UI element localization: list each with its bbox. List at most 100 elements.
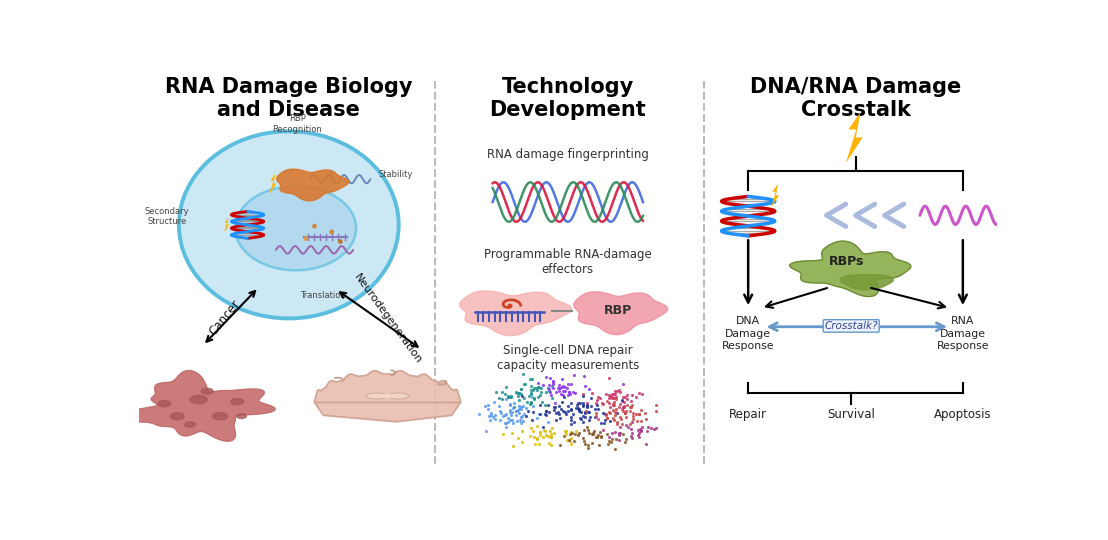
Point	[511, 389, 529, 397]
Point	[514, 437, 532, 446]
Point	[582, 413, 599, 422]
Point	[591, 441, 608, 449]
Point	[605, 415, 623, 424]
Point	[554, 391, 572, 400]
Point	[560, 391, 577, 400]
Point	[586, 404, 604, 413]
Point	[517, 412, 535, 421]
Point	[567, 403, 585, 412]
Point	[567, 427, 585, 435]
Polygon shape	[277, 169, 349, 201]
Point	[598, 430, 616, 438]
Point	[529, 393, 546, 402]
Point	[482, 411, 500, 420]
Point	[514, 402, 532, 410]
Point	[512, 402, 530, 411]
Point	[497, 395, 515, 404]
Point	[490, 393, 507, 402]
Point	[521, 399, 538, 408]
Point	[592, 432, 609, 441]
Point	[618, 395, 636, 403]
Point	[601, 402, 618, 411]
Point	[571, 406, 588, 415]
Point	[578, 426, 596, 435]
Point	[495, 418, 513, 427]
Point	[540, 431, 557, 440]
Point	[542, 433, 560, 441]
Point	[583, 388, 601, 397]
Point	[491, 407, 509, 416]
Point	[624, 391, 642, 400]
Point	[540, 408, 557, 416]
Point	[607, 393, 625, 401]
Point	[555, 393, 573, 401]
Point	[614, 407, 632, 416]
Point	[502, 392, 520, 400]
Text: RBP: RBP	[604, 303, 632, 316]
Point	[522, 386, 540, 394]
Point	[556, 407, 574, 416]
Point	[604, 435, 622, 443]
Point	[605, 390, 623, 399]
Point	[593, 431, 611, 440]
Point	[607, 395, 625, 403]
Point	[509, 406, 526, 414]
Point	[562, 399, 579, 408]
Point	[503, 407, 521, 416]
Point	[560, 402, 577, 411]
Point	[536, 409, 554, 418]
Point	[500, 393, 517, 402]
Point	[546, 399, 564, 407]
Point	[563, 406, 581, 415]
Point	[613, 415, 630, 423]
Point	[529, 382, 546, 391]
Point	[624, 411, 642, 420]
Point	[531, 401, 548, 409]
Point	[500, 417, 517, 426]
Point	[541, 385, 558, 394]
Point	[522, 397, 540, 406]
Point	[545, 403, 563, 411]
Point	[531, 427, 548, 436]
Point	[587, 411, 605, 420]
Point	[502, 393, 520, 401]
Point	[629, 430, 647, 439]
Point	[599, 436, 617, 445]
Point	[509, 392, 526, 401]
Text: DNA
Damage
Response: DNA Damage Response	[722, 316, 774, 351]
Point	[555, 432, 573, 441]
Point	[645, 425, 663, 434]
Point	[493, 388, 511, 397]
Point	[523, 393, 541, 401]
Point	[603, 437, 620, 446]
Point	[529, 379, 546, 388]
Text: RNA damage fingerprinting: RNA damage fingerprinting	[486, 148, 649, 161]
Point	[606, 445, 624, 454]
Point	[524, 386, 542, 395]
Point	[601, 391, 618, 400]
Point	[520, 392, 537, 401]
Point	[579, 443, 597, 452]
Point	[622, 396, 639, 405]
Point	[647, 407, 665, 415]
Point	[562, 380, 579, 388]
Point	[543, 394, 561, 402]
Point	[615, 402, 633, 410]
Point	[553, 375, 571, 384]
Point	[297, 234, 315, 243]
Point	[611, 402, 628, 411]
Point	[594, 399, 612, 408]
Point	[597, 409, 615, 418]
Point	[614, 396, 632, 405]
Point	[548, 408, 566, 416]
Point	[629, 409, 647, 418]
Point	[568, 399, 586, 407]
Point	[532, 388, 550, 396]
Polygon shape	[315, 370, 461, 422]
Point	[530, 383, 547, 391]
Circle shape	[202, 388, 213, 394]
Text: Cancer: Cancer	[206, 298, 243, 338]
Point	[611, 386, 628, 395]
Point	[561, 389, 578, 398]
Point	[558, 436, 576, 444]
